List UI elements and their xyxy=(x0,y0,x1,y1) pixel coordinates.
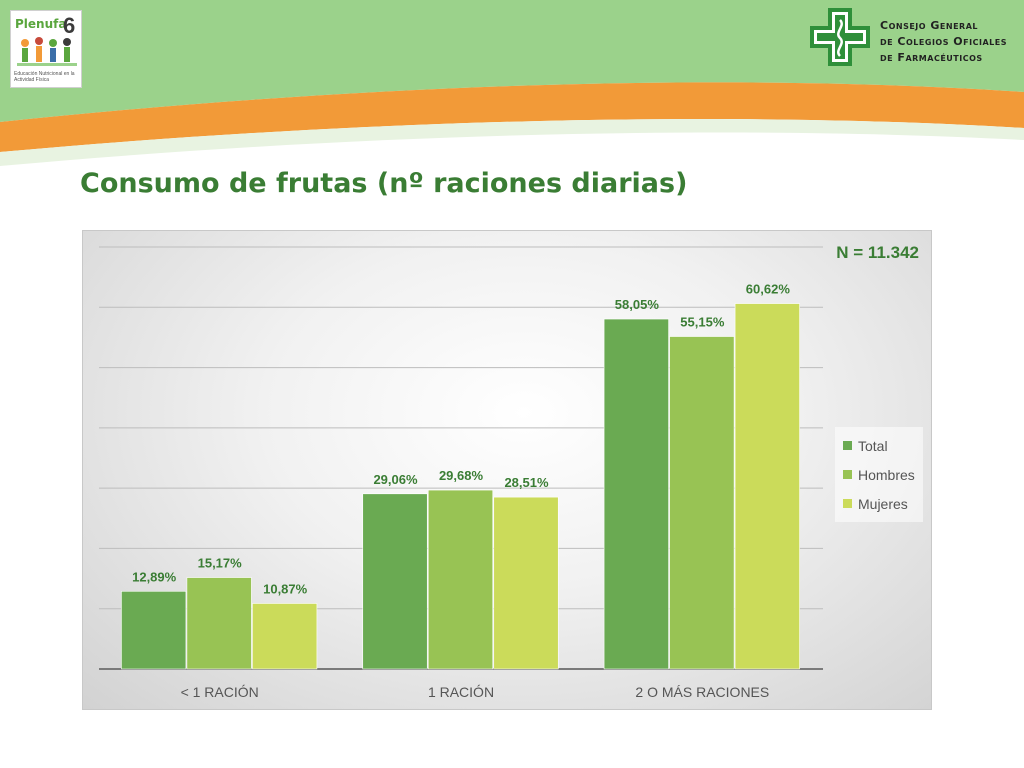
bar-hombres-0 xyxy=(186,577,252,670)
x-tick-label: < 1 RACIÓN xyxy=(181,684,259,700)
data-label: 58,05% xyxy=(615,297,660,312)
x-tick-label: 1 RACIÓN xyxy=(428,684,494,700)
legend-label: Mujeres xyxy=(858,495,908,512)
data-label: 10,87% xyxy=(263,581,308,596)
legend-item: Hombres xyxy=(835,460,923,489)
logo-tagline: Educación Nutricional en la Actividad Fí… xyxy=(14,71,75,83)
data-label: 29,06% xyxy=(373,472,418,487)
legend-item: Total xyxy=(835,431,923,460)
sample-size-annotation: N = 11.342 xyxy=(836,243,919,262)
bar-total-2 xyxy=(603,318,669,670)
bar-mujeres-0 xyxy=(252,603,318,670)
banner-orange-wave xyxy=(0,82,1024,152)
legend-swatch xyxy=(843,470,852,479)
legend-item: Mujeres xyxy=(835,489,923,518)
legend-swatch xyxy=(843,499,852,508)
organization-line: de Farmacéuticos xyxy=(880,51,983,64)
x-tick-label: 2 O MÁS RACIONES xyxy=(635,684,769,700)
organization-line: Consejo General xyxy=(880,19,979,32)
legend-label: Total xyxy=(858,437,888,454)
data-label: 29,68% xyxy=(439,468,484,483)
data-label: 12,89% xyxy=(132,569,177,584)
data-label: 60,62% xyxy=(746,282,791,297)
data-label: 15,17% xyxy=(198,556,243,571)
bar-hombres-2 xyxy=(669,336,735,670)
bar-mujeres-1 xyxy=(493,496,559,670)
bar-mujeres-2 xyxy=(734,303,800,670)
legend-swatch xyxy=(843,441,852,450)
bar-total-1 xyxy=(362,493,428,670)
bar-chart: 12,89% 15,17% 10,87% < 1 RACIÓN 29,06% 29,68%… xyxy=(99,246,823,700)
pharmacy-cross-icon xyxy=(810,8,870,66)
bar-hombres-1 xyxy=(427,489,494,670)
logo-brand-number: 6 xyxy=(63,13,76,38)
athletes-icon xyxy=(17,37,77,66)
banner-green-band xyxy=(0,0,1024,122)
banner-light-stripe xyxy=(0,119,1024,166)
cgcof-logo: Consejo General de Colegios Oficiales de… xyxy=(808,6,1018,68)
logo-brand-text: Plenufa xyxy=(15,17,67,31)
organization-name: Consejo General de Colegios Oficiales de… xyxy=(880,18,1020,66)
chart-area: 12,89% 15,17% 10,87% < 1 RACIÓN 29,06% 29,68%… xyxy=(82,230,932,710)
plenufa-logo: Plenufa 6 Educación Nutricional en la Ac… xyxy=(10,10,82,88)
bar-total-0 xyxy=(121,590,187,670)
data-label: 55,15% xyxy=(680,315,725,330)
organization-line: de Colegios Oficiales xyxy=(880,35,1007,48)
data-label: 28,51% xyxy=(504,475,549,490)
chart-legend: Total Hombres Mujeres xyxy=(835,427,923,522)
slide-title: Consumo de frutas (nº raciones diarias) xyxy=(80,168,688,199)
legend-label: Hombres xyxy=(858,466,915,483)
